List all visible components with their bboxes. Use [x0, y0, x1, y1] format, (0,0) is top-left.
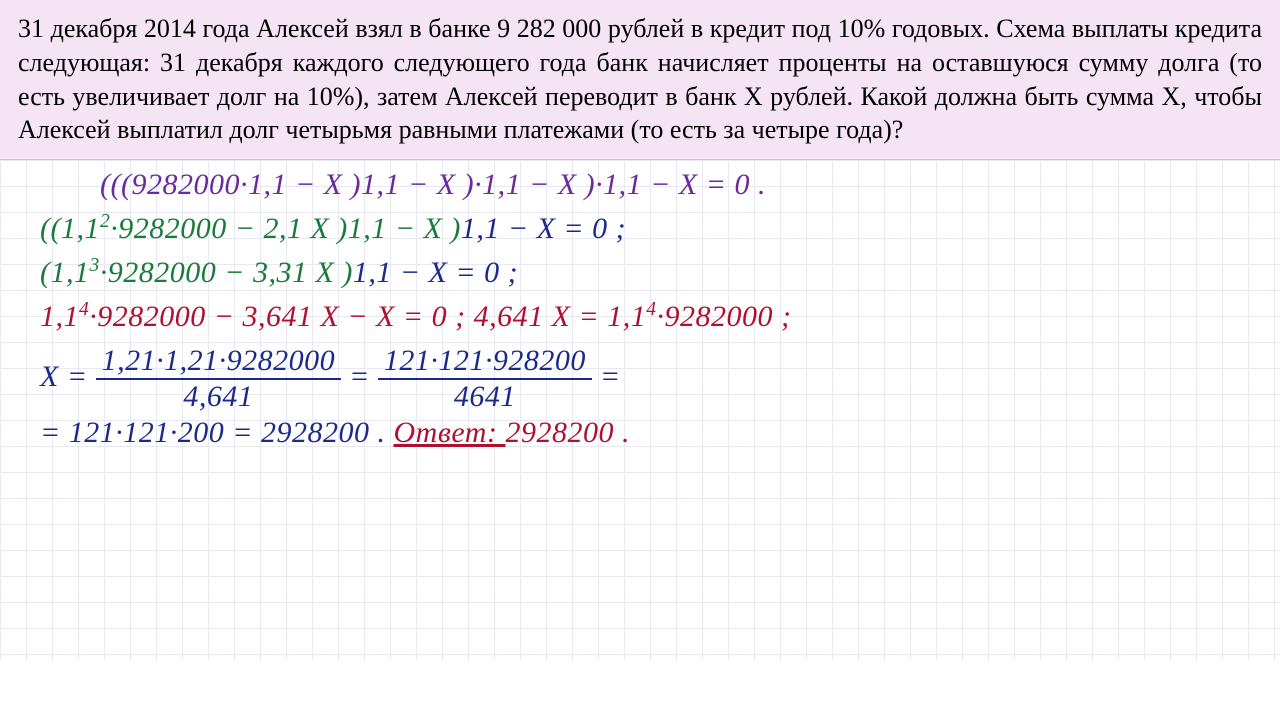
fraction-1: 1,21·1,21·9282000 4,641 — [96, 346, 342, 412]
work-line-3: (1,13·9282000 − 3,31 X )1,1 − X = 0 ; — [40, 258, 1240, 288]
work-line-1: (((9282000·1,1 − X )1,1 − X )·1,1 − X )·… — [100, 170, 1240, 200]
answer-value: 2928200 . — [505, 416, 630, 449]
work-line-5: X = 1,21·1,21·9282000 4,641 = 121·121·92… — [40, 346, 1240, 412]
fraction-2: 121·121·928200 4641 — [378, 346, 592, 412]
work-area: (((9282000·1,1 − X )1,1 − X )·1,1 − X )·… — [0, 160, 1280, 660]
problem-text: 31 декабря 2014 года Алексей взял в банк… — [18, 14, 1262, 144]
work-line-6: = 121·121·200 = 2928200 . Ответ: 2928200… — [40, 418, 1240, 448]
answer-label: Ответ: — [394, 416, 506, 449]
work-line-2: ((1,12·9282000 − 2,1 X )1,1 − X )1,1 − X… — [40, 214, 1240, 244]
work-line-4: 1,14·9282000 − 3,641 X − X = 0 ; 4,641 X… — [40, 302, 1240, 332]
problem-statement: 31 декабря 2014 года Алексей взял в банк… — [0, 0, 1280, 160]
